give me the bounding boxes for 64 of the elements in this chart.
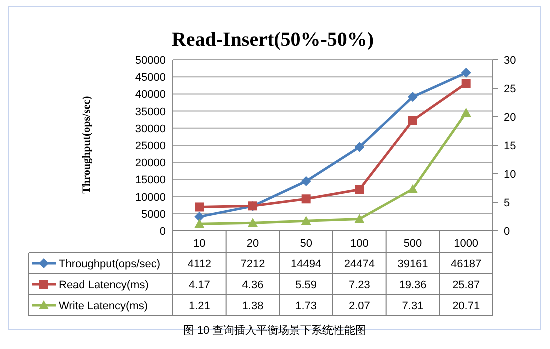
y-tick-label: 10000 [135, 192, 166, 204]
y-tick-label: 50000 [135, 55, 166, 67]
point [408, 116, 418, 126]
point [354, 214, 365, 224]
y2-tick-label: 15 [504, 140, 516, 152]
data-label: 4.17 [188, 280, 210, 292]
y-tick-label: 20000 [135, 158, 166, 170]
data-label: 25.87 [452, 280, 480, 292]
y2-tick-label: 20 [504, 112, 516, 124]
point [301, 216, 312, 226]
data-label: 1.38 [242, 300, 264, 312]
y-tick-label: 40000 [135, 89, 166, 102]
data-label: 20.71 [452, 300, 480, 312]
data-label: 5.59 [296, 280, 318, 292]
data-label: 46187 [451, 258, 482, 270]
x-tick-label: 20 [246, 238, 260, 250]
x-tick-label: 100 [350, 238, 369, 250]
x-tick-label: 10 [194, 238, 206, 250]
y-tick-label: 30000 [135, 123, 166, 136]
y-tick-label: 45000 [135, 72, 166, 84]
data-label: 14494 [291, 258, 322, 270]
point [248, 218, 258, 228]
point [302, 194, 311, 204]
data-label: 7.31 [402, 300, 424, 312]
y-tick-label: 25000 [135, 140, 166, 152]
data-label: 7.23 [348, 280, 370, 292]
x-tick-label: 1000 [454, 238, 479, 250]
point [194, 219, 205, 228]
y-axis-title: Throughput(ops/sec) [81, 96, 93, 194]
y2-tick-label: 0 [504, 226, 510, 238]
data-label: 4.36 [242, 280, 264, 292]
y-tick-label: 5000 [142, 208, 166, 221]
data-label: 24474 [344, 258, 375, 270]
x-tick-label: 500 [404, 238, 422, 250]
y2-tick-label: 30 [504, 55, 516, 67]
legend-label: Throughput(ops/sec) [59, 258, 160, 270]
point [461, 108, 472, 117]
y2-tick-label: 10 [504, 169, 516, 181]
point [355, 185, 364, 194]
data-label: 39161 [398, 258, 428, 270]
point [462, 79, 471, 88]
data-label: 1.73 [296, 300, 318, 312]
point [408, 92, 418, 102]
point [194, 212, 205, 222]
point [354, 142, 365, 152]
data-label: 19.36 [399, 280, 427, 292]
y2-tick-label: 25 [504, 84, 516, 96]
data-label: 4112 [188, 258, 212, 270]
data-label: 2.07 [348, 300, 370, 312]
y-tick-label: 35000 [135, 106, 166, 118]
data-label: 1.21 [188, 300, 210, 312]
chart-title: Read-Insert(50%-50%) [172, 29, 374, 51]
data-label: 7212 [240, 258, 266, 270]
y-tick-label: 0 [160, 226, 166, 238]
x-tick-label: 50 [300, 238, 312, 250]
y-tick-label: 15000 [135, 174, 166, 187]
y2-tick-label: 5 [504, 198, 510, 210]
legend-label: Write Latency(ms) [59, 300, 148, 312]
point [301, 176, 312, 186]
legend-label: Read Latency(ms) [59, 280, 149, 292]
point [195, 202, 204, 212]
point [461, 68, 472, 78]
caption: 图 10 查询插入平衡场景下系统性能图 [183, 324, 367, 337]
point [408, 184, 418, 194]
